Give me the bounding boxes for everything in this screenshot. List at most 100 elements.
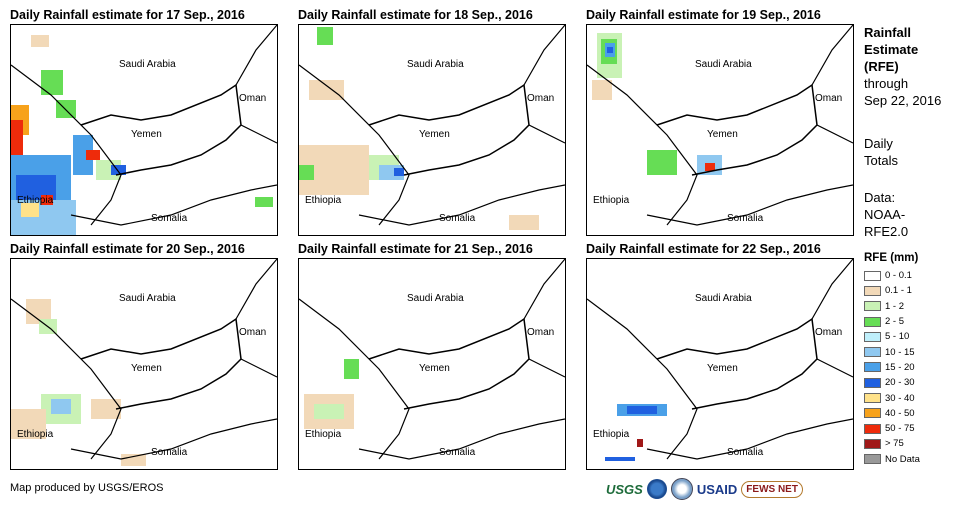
label-oman: Oman: [239, 93, 267, 104]
label-saudi-arabia: Saudi Arabia: [695, 293, 752, 304]
usaid-logo: USAID: [696, 481, 738, 497]
label-yemen: Yemen: [131, 129, 162, 140]
legend-label: 5 - 10: [885, 331, 910, 343]
legend-swatch: [864, 454, 881, 465]
panel-title-20: Daily Rainfall estimate for 20 Sep., 201…: [10, 242, 245, 256]
label-somalia: Somalia: [151, 447, 188, 458]
label-saudi-arabia: Saudi Arabia: [119, 293, 176, 304]
legend-item: 2 - 5: [864, 314, 920, 329]
legend-swatch: [864, 285, 881, 296]
legend-label: 0 - 0.1: [885, 270, 912, 282]
panel-title-18: Daily Rainfall estimate for 18 Sep., 201…: [298, 8, 533, 22]
label-yemen: Yemen: [707, 129, 738, 140]
sidebar-data: Data: NOAA- RFE2.0: [864, 189, 908, 240]
legend-swatch: [864, 270, 881, 281]
legend-item: 0.1 - 1: [864, 283, 920, 298]
map-panel-21: Saudi Arabia Oman Yemen Ethiopia Somalia: [298, 258, 566, 470]
panel-title-17: Daily Rainfall estimate for 17 Sep., 201…: [10, 8, 245, 22]
daily-label: Daily: [864, 136, 893, 151]
legend-label: 30 - 40: [885, 392, 915, 404]
legend-swatch: [864, 347, 881, 358]
legend-label: 10 - 15: [885, 346, 915, 358]
label-somalia: Somalia: [727, 447, 764, 458]
legend: 0 - 0.1 0.1 - 1 1 - 2 2 - 5 5 - 10 10 - 15 15 …: [864, 268, 920, 467]
label-ethiopia: Ethiopia: [593, 195, 630, 206]
label-ethiopia: Ethiopia: [593, 429, 630, 440]
rainfall-map-20: [11, 259, 277, 466]
through-date: Sep 22, 2016: [864, 93, 942, 108]
legend-item: 20 - 30: [864, 375, 920, 390]
label-ethiopia: Ethiopia: [305, 429, 342, 440]
legend-label: 15 - 20: [885, 361, 915, 373]
sidebar-daily: Daily Totals: [864, 135, 898, 169]
label-oman: Oman: [527, 93, 555, 104]
legend-swatch: [864, 393, 881, 404]
label-oman: Oman: [527, 327, 555, 338]
label-yemen: Yemen: [131, 363, 162, 374]
title-line-3: (RFE): [864, 59, 899, 74]
label-saudi-arabia: Saudi Arabia: [407, 59, 464, 70]
data-source-1: NOAA-: [864, 207, 906, 222]
label-yemen: Yemen: [419, 129, 450, 140]
legend-label: 20 - 30: [885, 377, 915, 389]
map-panel-22: Saudi Arabia Oman Yemen Ethiopia Somalia: [586, 258, 854, 470]
panel-title-19: Daily Rainfall estimate for 19 Sep., 201…: [586, 8, 821, 22]
legend-item: 1 - 2: [864, 299, 920, 314]
legend-title: RFE (mm): [864, 252, 919, 264]
through-label: through: [864, 76, 909, 91]
usda-seal-icon: [670, 478, 693, 500]
logo-strip: USGS USAID FEWS NET: [606, 478, 803, 500]
map-panel-20: Saudi Arabia Oman Yemen Ethiopia Somalia: [10, 258, 278, 470]
rainfall-map-17: [11, 25, 277, 235]
legend-label: 40 - 50: [885, 407, 915, 419]
label-saudi-arabia: Saudi Arabia: [119, 59, 176, 70]
map-panel-19: Saudi Arabia Oman Yemen Ethiopia Somalia: [586, 24, 854, 236]
legend-item: 5 - 10: [864, 329, 920, 344]
legend-label: 50 - 75: [885, 423, 915, 435]
data-label: Data:: [864, 190, 896, 205]
label-ethiopia: Ethiopia: [17, 195, 54, 206]
legend-swatch: [864, 331, 881, 342]
label-saudi-arabia: Saudi Arabia: [407, 293, 464, 304]
legend-label: 2 - 5: [885, 316, 905, 328]
label-oman: Oman: [239, 327, 267, 338]
legend-label: 1 - 2: [885, 300, 905, 312]
legend-swatch: [864, 362, 881, 373]
rainfall-map-21: [299, 259, 565, 460]
title-line-1: Rainfall: [864, 25, 911, 40]
label-ethiopia: Ethiopia: [305, 195, 342, 206]
fews-net-logo: FEWS NET: [741, 480, 803, 498]
rainfall-map-19: [587, 25, 853, 226]
label-yemen: Yemen: [419, 363, 450, 374]
legend-item: 30 - 40: [864, 390, 920, 405]
map-panel-17: Saudi Arabia Oman Yemen Ethiopia Somalia: [10, 24, 278, 236]
totals-label: Totals: [864, 153, 898, 168]
label-yemen: Yemen: [707, 363, 738, 374]
legend-item: No Data: [864, 452, 920, 467]
rainfall-map-18: [299, 25, 565, 230]
map-panel-18: Saudi Arabia Oman Yemen Ethiopia Somalia: [298, 24, 566, 236]
label-oman: Oman: [815, 93, 843, 104]
legend-swatch: [864, 408, 881, 419]
legend-item: > 75: [864, 436, 920, 451]
legend-label: No Data: [885, 453, 920, 465]
noaa-seal-icon: [646, 479, 667, 499]
panel-title-22: Daily Rainfall estimate for 22 Sep., 201…: [586, 242, 821, 256]
label-oman: Oman: [815, 327, 843, 338]
legend-swatch: [864, 438, 881, 449]
label-somalia: Somalia: [439, 447, 476, 458]
legend-swatch: [864, 301, 881, 312]
legend-swatch: [864, 316, 881, 327]
legend-swatch: [864, 423, 881, 434]
legend-item: 50 - 75: [864, 421, 920, 436]
label-ethiopia: Ethiopia: [17, 429, 54, 440]
rainfall-map-22: [587, 259, 853, 461]
label-somalia: Somalia: [151, 213, 188, 224]
label-somalia: Somalia: [439, 213, 476, 224]
legend-label: 0.1 - 1: [885, 285, 912, 297]
legend-label: > 75: [885, 438, 904, 450]
legend-swatch: [864, 377, 881, 388]
sidebar-title: Rainfall Estimate (RFE) through Sep 22, …: [864, 24, 941, 109]
legend-item: 0 - 0.1: [864, 268, 920, 283]
usgs-logo: USGS: [606, 481, 643, 497]
